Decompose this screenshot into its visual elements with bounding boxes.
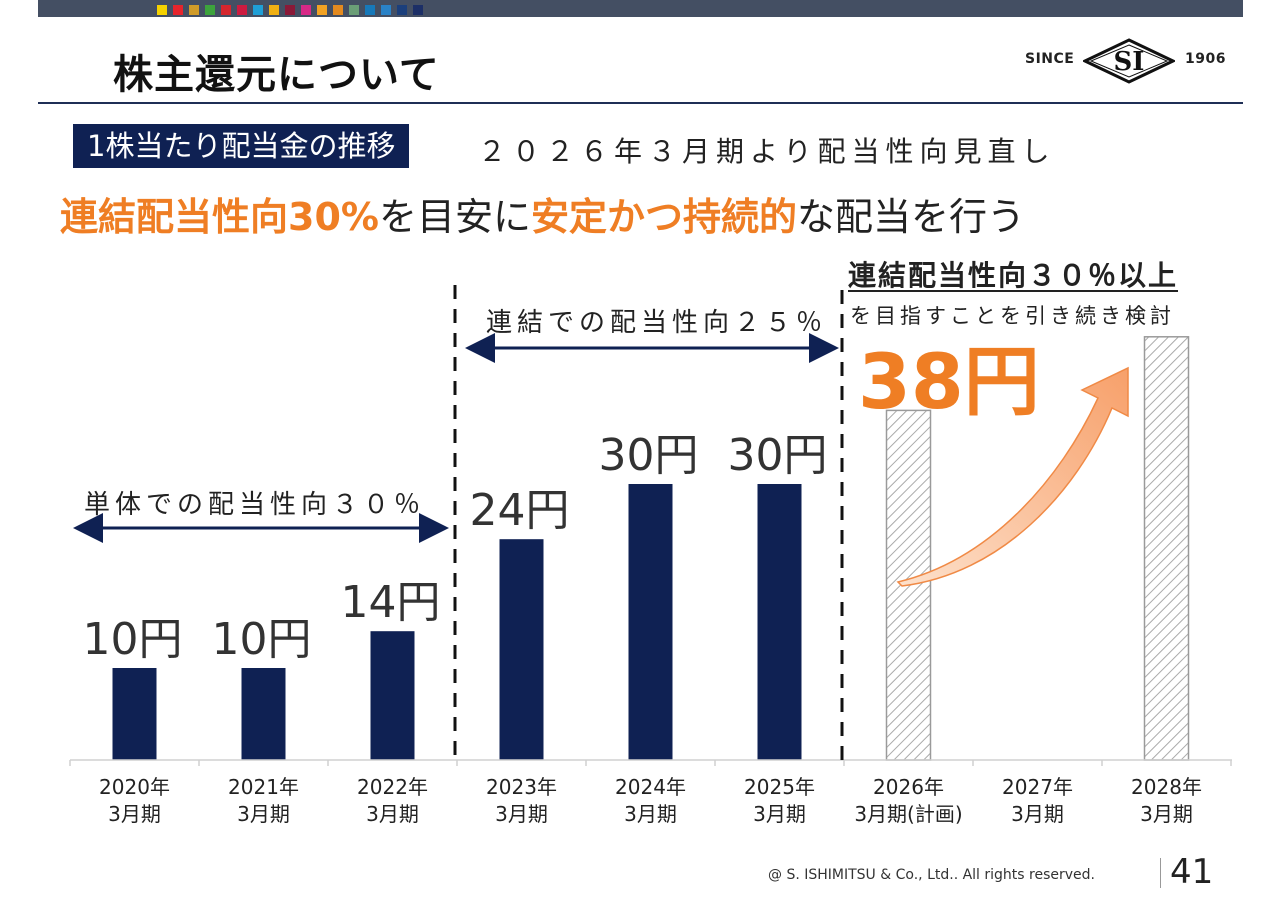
x-label-0-0: 2020年 xyxy=(99,775,170,799)
headline-part1: 連結配当性向30% xyxy=(60,195,379,239)
plan-heading: 連結配当性向３０％以上 xyxy=(848,259,1179,292)
brand-swatch-16 xyxy=(413,5,423,15)
value-label-1: 10円 xyxy=(212,614,312,665)
brand-swatch-1 xyxy=(173,5,183,15)
section-tag: 1株当たり配当金の推移 xyxy=(73,124,410,168)
brand-swatch-15 xyxy=(397,5,407,15)
brand-swatch-12 xyxy=(349,5,359,15)
x-label-2-1: 3月期 xyxy=(366,802,419,826)
value-label-0: 10円 xyxy=(83,614,183,665)
bar-8 xyxy=(1143,336,1190,761)
section-note: ２０２６年３月期より配当性向見直し xyxy=(478,135,1056,168)
logo-since: SINCE xyxy=(1025,51,1075,67)
x-label-3-0: 2023年 xyxy=(486,775,557,799)
bar-0 xyxy=(112,668,157,760)
brand-swatch-5 xyxy=(237,5,247,15)
brand-swatch-6 xyxy=(253,5,263,15)
diamond-logo-icon: SI xyxy=(1083,38,1175,84)
headline-part3: 安定かつ持続的 xyxy=(530,195,797,239)
top-bar xyxy=(38,0,1243,17)
brand-swatch-0 xyxy=(157,5,167,15)
value-label-4: 30円 xyxy=(599,430,699,481)
brand-swatch-4 xyxy=(221,5,231,15)
x-label-3-1: 3月期 xyxy=(495,802,548,826)
value-label-5: 30円 xyxy=(728,430,828,481)
bar-1 xyxy=(241,668,286,760)
value-label-3: 24円 xyxy=(470,485,570,536)
brand-swatch-8 xyxy=(285,5,295,15)
brand-swatch-11 xyxy=(333,5,343,15)
bar-4 xyxy=(628,484,673,760)
x-label-2-0: 2022年 xyxy=(357,775,428,799)
footer-divider xyxy=(1160,858,1161,888)
bar-3 xyxy=(499,539,544,760)
headline-part4: な配当を行う xyxy=(797,195,1026,239)
brand-swatch-3 xyxy=(205,5,215,15)
plan-subtext: を目指すことを引き続き検討 xyxy=(850,304,1175,328)
brand-swatch-9 xyxy=(301,5,311,15)
x-label-7-0: 2027年 xyxy=(1002,775,1073,799)
x-label-5-1: 3月期 xyxy=(753,802,806,826)
brand-swatch-10 xyxy=(317,5,327,15)
headline-part2: を目安に xyxy=(378,195,531,239)
x-label-8-1: 3月期 xyxy=(1140,802,1193,826)
brand-swatch-7 xyxy=(269,5,279,15)
x-label-5-0: 2025年 xyxy=(744,775,815,799)
brand-swatch-14 xyxy=(381,5,391,15)
headline: 連結配当性向30%を目安に安定かつ持続的な配当を行う xyxy=(60,186,1025,241)
x-label-6-1: 3月期(計画) xyxy=(854,802,962,826)
x-label-8-0: 2028年 xyxy=(1131,775,1202,799)
brand-color-swatches xyxy=(157,5,423,15)
company-logo: SINCE SI 1906 xyxy=(1025,38,1225,84)
logo-year: 1906 xyxy=(1185,51,1226,67)
copyright: @ S. ISHIMITSU & Co., Ltd.. All rights r… xyxy=(768,867,1095,883)
bar-5 xyxy=(757,484,802,760)
brand-swatch-13 xyxy=(365,5,375,15)
x-label-4-1: 3月期 xyxy=(624,802,677,826)
x-label-6-0: 2026年 xyxy=(873,775,944,799)
x-label-1-0: 2021年 xyxy=(228,775,299,799)
value-label-2: 14円 xyxy=(341,577,441,628)
page-number: 41 xyxy=(1170,852,1214,892)
x-label-1-1: 3月期 xyxy=(237,802,290,826)
x-label-7-1: 3月期 xyxy=(1011,802,1064,826)
logo-mark: SI xyxy=(1114,47,1145,77)
title-divider xyxy=(38,102,1243,104)
x-label-4-0: 2024年 xyxy=(615,775,686,799)
brand-swatch-2 xyxy=(189,5,199,15)
x-label-0-1: 3月期 xyxy=(108,802,161,826)
growth-arrow-icon xyxy=(896,366,1129,587)
bar-2 xyxy=(370,631,415,760)
page-title: 株主還元について xyxy=(113,52,440,98)
